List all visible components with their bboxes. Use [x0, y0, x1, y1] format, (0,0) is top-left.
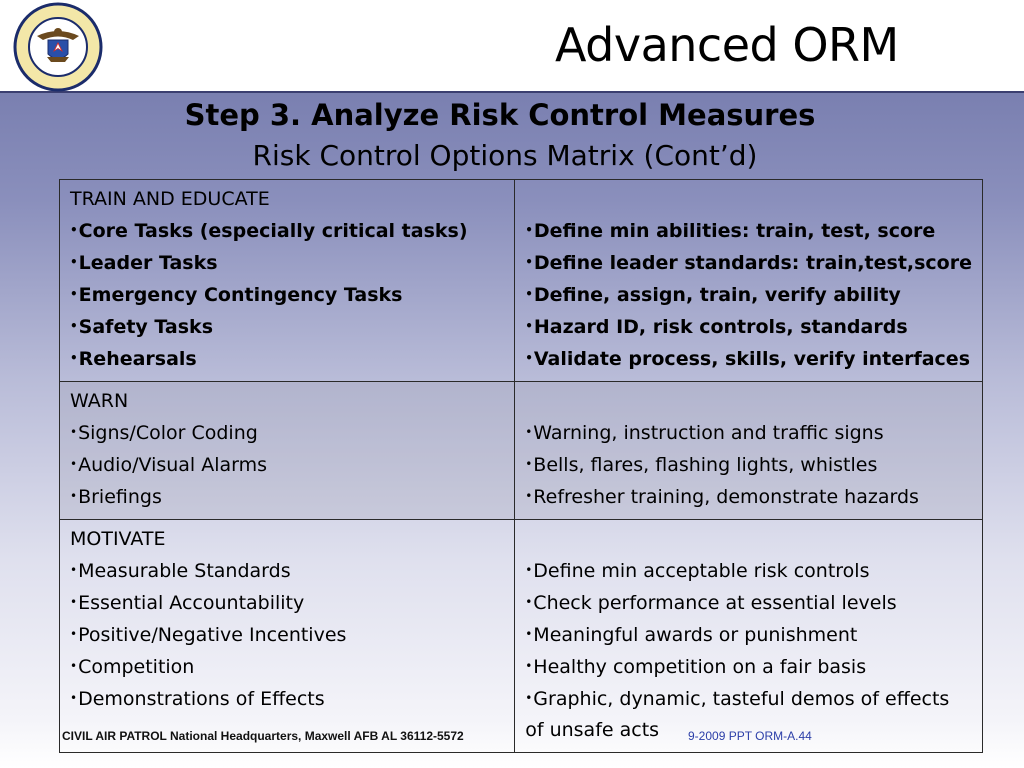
bullet-icon: • [70, 351, 78, 365]
list-item-text: Warning, instruction and traffic signs [533, 422, 884, 444]
bullet-icon: • [525, 425, 533, 439]
bullet-icon: • [70, 425, 78, 439]
matrix-cell-options: WARN •Signs/Color Coding •Audio/Visual A… [58, 381, 516, 520]
list-item: •Competition [70, 651, 504, 683]
list-item: •Refresher training, demonstrate hazards [525, 481, 972, 513]
list-item-text: Competition [78, 656, 195, 678]
list-item: •Emergency Contingency Tasks [70, 279, 504, 311]
list-item: •Healthy competition on a fair basis [525, 651, 972, 683]
slide-title: Step 3. Analyze Risk Control Measures [184, 98, 816, 132]
footer-organization: CIVIL AIR PATROL National Headquarters, … [62, 729, 464, 743]
matrix-row-train-and-educate: TRAIN AND EDUCATE •Core Tasks (especiall… [58, 179, 983, 382]
slide-subtitle: Risk Control Options Matrix (Cont’d) [252, 139, 758, 172]
list-item: •Define min acceptable risk controls [525, 555, 972, 587]
list-item-text: Healthy competition on a fair basis [533, 656, 867, 678]
bullet-icon: • [525, 489, 533, 503]
list-item: •Warning, instruction and traffic signs [525, 417, 972, 449]
list-item-text: Define, assign, train, verify ability [533, 284, 901, 306]
list-item-text: Safety Tasks [78, 316, 213, 338]
list-item: •Safety Tasks [70, 311, 504, 343]
list-item: •Hazard ID, risk controls, standards [525, 311, 972, 343]
civil-air-patrol-seal-logo [13, 2, 103, 92]
bullet-icon: • [525, 595, 533, 609]
list-item-text: Measurable Standards [78, 560, 291, 582]
list-item: •Validate process, skills, verify interf… [525, 343, 972, 375]
bullet-icon: • [525, 691, 533, 705]
bullet-icon: • [525, 223, 533, 237]
presentation-title: Advanced ORM [555, 18, 899, 72]
bullet-icon: • [525, 351, 533, 365]
list-item-text: Define min abilities: train, test, score [533, 220, 936, 242]
row-heading: TRAIN AND EDUCATE [70, 188, 270, 210]
matrix-cell-options: TRAIN AND EDUCATE •Core Tasks (especiall… [58, 179, 516, 382]
bullet-icon: • [70, 223, 78, 237]
list-item-text: Define leader standards: train,test,scor… [533, 252, 972, 274]
matrix-cell-actions: •Define min acceptable risk controls •Ch… [514, 519, 983, 753]
risk-control-matrix: TRAIN AND EDUCATE •Core Tasks (especiall… [58, 179, 983, 753]
bullet-icon: • [70, 595, 78, 609]
list-item-text: Audio/Visual Alarms [78, 454, 268, 476]
list-item: •Leader Tasks [70, 247, 504, 279]
bullet-icon: • [525, 563, 533, 577]
bullet-icon: • [70, 691, 78, 705]
list-item: •Check performance at essential levels [525, 587, 972, 619]
bullet-icon: • [525, 627, 533, 641]
list-item-text: Emergency Contingency Tasks [78, 284, 403, 306]
bullet-icon: • [525, 287, 533, 301]
list-item: •Meaningful awards or punishment [525, 619, 972, 651]
list-item-text: Validate process, skills, verify interfa… [533, 348, 970, 370]
row-heading: MOTIVATE [70, 528, 166, 550]
bullet-icon: • [70, 319, 78, 333]
row-heading: WARN [70, 390, 129, 412]
bullet-icon: • [525, 255, 533, 269]
list-item-text: Bells, flares, flashing lights, whistles [533, 454, 878, 476]
list-item: •Positive/Negative Incentives [70, 619, 504, 651]
list-item: •Define leader standards: train,test,sco… [525, 247, 972, 279]
bullet-icon: • [70, 659, 78, 673]
matrix-row-motivate: MOTIVATE •Measurable Standards •Essentia… [58, 519, 983, 753]
list-item-text: Signs/Color Coding [78, 422, 258, 444]
list-item-text: Leader Tasks [78, 252, 218, 274]
list-item-text: Essential Accountability [78, 592, 305, 614]
list-item: •Rehearsals [70, 343, 504, 375]
list-item: •Audio/Visual Alarms [70, 449, 504, 481]
matrix-cell-options: MOTIVATE •Measurable Standards •Essentia… [58, 519, 516, 753]
list-item-text: Graphic, dynamic, tasteful demos of effe… [525, 688, 950, 741]
bullet-icon: • [525, 319, 533, 333]
list-item: •Define min abilities: train, test, scor… [525, 215, 972, 247]
list-item: •Briefings [70, 481, 504, 513]
list-item-text: Meaningful awards or punishment [533, 624, 858, 646]
matrix-row-warn: WARN •Signs/Color Coding •Audio/Visual A… [58, 381, 983, 520]
bullet-icon: • [70, 627, 78, 641]
list-item: •Essential Accountability [70, 587, 504, 619]
list-item-text: Positive/Negative Incentives [78, 624, 347, 646]
bullet-icon: • [70, 489, 78, 503]
list-item-text: Briefings [78, 486, 162, 508]
list-item: •Graphic, dynamic, tasteful demos of eff… [525, 683, 972, 746]
list-item-text: Demonstrations of Effects [78, 688, 325, 710]
footer-slide-id: 9-2009 PPT ORM-A.44 [688, 729, 812, 743]
list-item-text: Check performance at essential levels [533, 592, 897, 614]
list-item-text: Core Tasks (especially critical tasks) [78, 220, 468, 242]
list-item: •Core Tasks (especially critical tasks) [70, 215, 504, 247]
list-item-text: Refresher training, demonstrate hazards [533, 486, 919, 508]
bullet-icon: • [525, 659, 533, 673]
bullet-icon: • [525, 457, 533, 471]
list-item: •Signs/Color Coding [70, 417, 504, 449]
list-item: •Define, assign, train, verify ability [525, 279, 972, 311]
matrix-cell-actions: •Warning, instruction and traffic signs … [514, 381, 983, 520]
list-item-text: Rehearsals [78, 348, 197, 370]
list-item: •Bells, flares, flashing lights, whistle… [525, 449, 972, 481]
list-item-text: Define min acceptable risk controls [533, 560, 870, 582]
bullet-icon: • [70, 457, 78, 471]
list-item: •Demonstrations of Effects [70, 683, 504, 715]
list-item-text: Hazard ID, risk controls, standards [533, 316, 908, 338]
slide-header: Advanced ORM [0, 0, 1024, 93]
bullet-icon: • [70, 287, 78, 301]
matrix-cell-actions: •Define min abilities: train, test, scor… [514, 179, 983, 382]
bullet-icon: • [70, 255, 78, 269]
bullet-icon: • [70, 563, 78, 577]
list-item: •Measurable Standards [70, 555, 504, 587]
